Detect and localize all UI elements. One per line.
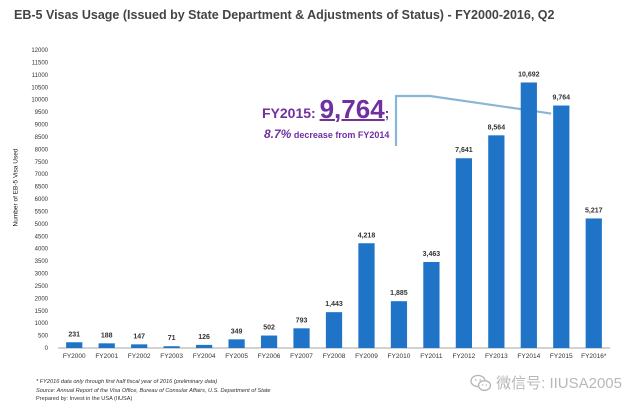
data-label: 126	[198, 334, 210, 341]
callout-percent: 8.7%	[264, 127, 292, 141]
x-axis-ticks: FY2000 FY2001 FY2002 FY2003 FY2004 FY2005 FY20…	[63, 353, 607, 360]
y-tick-label: 500	[38, 334, 49, 340]
x-tick-label: FY2004	[193, 353, 216, 360]
bar	[325, 312, 343, 348]
data-label: 71	[168, 335, 176, 342]
y-tick-label: 12000	[31, 48, 48, 54]
y-tick-label: 7500	[35, 160, 49, 166]
data-label: 7,641	[455, 147, 473, 154]
data-label: 8,564	[488, 124, 506, 131]
x-tick-label: FY2008	[323, 353, 346, 360]
y-axis-ticks: 0 500 1000 1500 2000 2500 3000 3500 4000 4500 5000…	[31, 48, 48, 352]
callout-suffix: ;	[384, 105, 390, 121]
bar	[455, 158, 472, 348]
data-label: 147	[133, 333, 145, 340]
prepared-by-note: Prepared by: Invest in the USA (IIUSA)	[36, 396, 133, 402]
y-tick-label: 1000	[35, 321, 49, 327]
data-label: 3,463	[423, 251, 441, 258]
source-note: Source: Annual Report of the Visa Office…	[36, 387, 271, 394]
y-tick-label: 1500	[35, 309, 49, 315]
bar	[66, 342, 83, 348]
x-tick-label: FY2015	[550, 353, 573, 360]
y-tick-label: 8000	[35, 147, 49, 153]
x-tick-label: FY2005	[225, 353, 248, 360]
y-tick-label: 9500	[35, 110, 49, 116]
bar	[228, 339, 245, 348]
bar	[293, 328, 310, 348]
y-tick-label: 3500	[35, 259, 49, 265]
fy2015-callout: FY2015: 9,764; 8.7% decrease from FY2014	[262, 94, 402, 141]
watermark: 微信号: IIUSA2005	[470, 372, 622, 393]
chart-title: EB-5 Visas Usage (Issued by State Depart…	[14, 8, 555, 22]
bar	[520, 82, 537, 349]
bar	[488, 135, 505, 348]
bar	[163, 346, 180, 348]
x-tick-label: FY2016*	[581, 353, 607, 360]
data-label: 1,885	[390, 290, 408, 297]
y-tick-label: 5500	[35, 209, 49, 215]
y-tick-label: 3000	[35, 272, 49, 278]
data-label: 5,217	[585, 207, 603, 214]
data-label: 10,692	[518, 71, 540, 78]
chart-notes: * FY2016 data only through first half fi…	[36, 378, 271, 404]
bar	[98, 343, 115, 348]
data-labels: 231 188 147 71 126 349 502 793 1,443 4,218 1,885 3,…	[68, 71, 602, 342]
bar	[585, 218, 602, 348]
data-label: 188	[101, 332, 113, 339]
watermark-text: 微信号: IIUSA2005	[496, 375, 622, 392]
data-label: 231	[68, 331, 80, 338]
x-tick-label: FY2012	[452, 353, 475, 360]
callout-prefix: FY2015:	[262, 105, 316, 121]
x-tick-label: FY2011	[420, 353, 443, 360]
callout-detail: decrease from FY2014	[293, 130, 390, 140]
x-tick-label: FY2003	[160, 353, 183, 360]
callout-value: 9,764	[319, 94, 385, 124]
wechat-icon	[470, 374, 492, 391]
y-tick-label: 7000	[35, 172, 49, 178]
data-label: 4,218	[358, 232, 376, 239]
x-tick-label: FY2006	[258, 353, 281, 360]
y-tick-label: 10500	[31, 85, 48, 91]
x-tick-label: FY2000	[63, 353, 86, 360]
y-tick-label: 4000	[35, 247, 49, 253]
y-tick-label: 6500	[35, 185, 49, 191]
bar	[196, 344, 213, 348]
data-label: 349	[231, 328, 243, 335]
bar	[131, 344, 148, 348]
x-tick-label: FY2001	[95, 353, 118, 360]
data-label: 9,764	[553, 95, 571, 102]
y-tick-label: 5000	[35, 222, 49, 228]
bar	[358, 243, 375, 348]
data-label: 793	[296, 317, 308, 324]
bar	[260, 335, 278, 348]
bar	[423, 262, 440, 348]
y-tick-label: 2500	[35, 284, 49, 290]
callout-connector-line	[394, 94, 552, 146]
y-tick-label: 10000	[31, 98, 48, 104]
bar	[390, 301, 408, 348]
y-tick-label: 4500	[35, 234, 49, 240]
y-tick-label: 9000	[35, 123, 49, 129]
y-tick-label: 8500	[35, 135, 49, 141]
x-tick-label: FY2009	[355, 353, 378, 360]
x-tick-label: FY2002	[128, 353, 151, 360]
y-tick-label: 11000	[32, 73, 49, 79]
x-tick-label: FY2007	[290, 353, 313, 360]
bar	[553, 105, 570, 348]
bars	[66, 82, 602, 349]
data-label: 502	[263, 325, 275, 332]
y-tick-label: 0	[45, 346, 49, 352]
footnote: * FY2016 data only through first half fi…	[36, 379, 218, 385]
data-label: 1,443	[325, 301, 343, 308]
y-tick-label: 6000	[35, 197, 49, 203]
x-tick-label: FY2010	[388, 353, 411, 360]
y-tick-label: 2000	[35, 296, 49, 302]
y-tick-label: 11500	[32, 60, 49, 66]
x-tick-label: FY2013	[485, 353, 508, 360]
x-tick-label: FY2014	[517, 353, 540, 360]
